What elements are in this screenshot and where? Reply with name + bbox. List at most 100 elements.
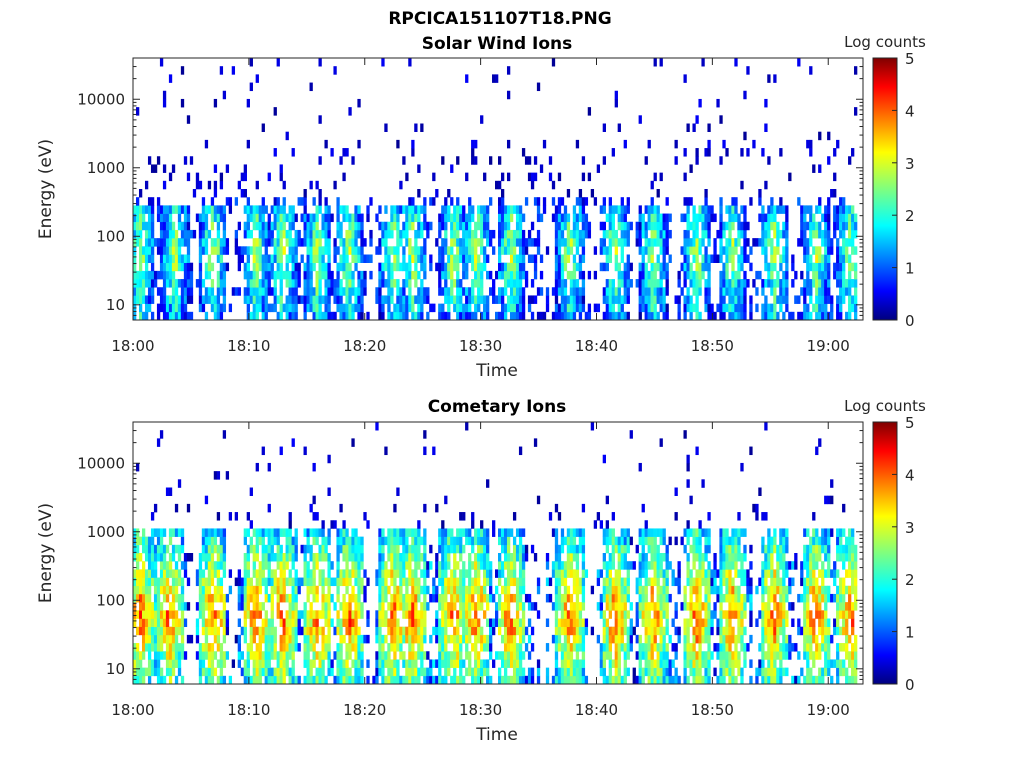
heatmap-cell <box>316 238 319 246</box>
heatmap-cell <box>214 238 217 246</box>
heatmap-cell <box>357 537 360 545</box>
heatmap-cell <box>528 304 531 312</box>
heatmap-cell <box>145 205 148 213</box>
heatmap-cell <box>396 676 399 684</box>
heatmap-cell <box>426 668 429 676</box>
heatmap-cell <box>172 164 175 172</box>
heatmap-cell <box>663 263 666 271</box>
heatmap-cell <box>202 545 205 553</box>
heatmap-cell <box>707 230 710 238</box>
heatmap-cell <box>286 619 289 627</box>
heatmap-cell <box>842 295 845 303</box>
heatmap-cell <box>366 619 369 627</box>
heatmap-cell <box>292 246 295 254</box>
heatmap-cell <box>615 676 618 684</box>
heatmap-cell <box>725 287 728 295</box>
heatmap-cell <box>354 602 357 610</box>
heatmap-cell <box>444 496 447 504</box>
heatmap-cell <box>591 586 594 594</box>
heatmap-cell <box>217 528 220 536</box>
heatmap-cell <box>564 255 567 263</box>
heatmap-cell <box>148 643 151 651</box>
heatmap-cell <box>824 287 827 295</box>
heatmap-cell <box>423 246 426 254</box>
heatmap-cell <box>417 222 420 230</box>
heatmap-cell <box>399 263 402 271</box>
heatmap-cell <box>259 295 262 303</box>
heatmap-cell <box>256 279 259 287</box>
heatmap-cell <box>342 271 345 279</box>
heatmap-cell <box>683 295 686 303</box>
heatmap-cell <box>414 545 417 553</box>
heatmap-cell <box>770 263 773 271</box>
heatmap-cell <box>211 304 214 312</box>
heatmap-cell <box>615 99 618 107</box>
heatmap-cell <box>324 271 327 279</box>
heatmap-cell <box>280 545 283 553</box>
heatmap-cell <box>555 205 558 213</box>
heatmap-cell <box>609 676 612 684</box>
heatmap-cell <box>471 230 474 238</box>
heatmap-cell <box>265 651 268 659</box>
heatmap-cell <box>208 569 211 577</box>
heatmap-cell <box>208 545 211 553</box>
heatmap-cell <box>618 561 621 569</box>
heatmap-cell <box>157 659 160 667</box>
heatmap-cell <box>247 271 250 279</box>
heatmap-cell <box>157 619 160 627</box>
heatmap-cell <box>764 214 767 222</box>
heatmap-cell <box>163 676 166 684</box>
heatmap-cell <box>360 246 363 254</box>
heatmap-cell <box>286 279 289 287</box>
heatmap-cell <box>417 627 420 635</box>
spectrogram-cells <box>133 422 857 684</box>
heatmap-cell <box>477 594 480 602</box>
heatmap-cell <box>818 164 821 172</box>
heatmap-cell <box>163 594 166 602</box>
heatmap-cell <box>339 545 342 553</box>
heatmap-cell <box>728 222 731 230</box>
heatmap-cell <box>327 205 330 213</box>
heatmap-cell <box>381 578 384 586</box>
heatmap-cell <box>504 659 507 667</box>
heatmap-cell <box>357 140 360 148</box>
heatmap-cell <box>570 569 573 577</box>
heatmap-cell <box>411 668 414 676</box>
heatmap-cell <box>324 610 327 618</box>
heatmap-cell <box>214 627 217 635</box>
heatmap-cell <box>321 651 324 659</box>
heatmap-cell <box>327 635 330 643</box>
heatmap-cell <box>603 668 606 676</box>
heatmap-cell <box>387 528 390 536</box>
heatmap-cell <box>618 553 621 561</box>
heatmap-cell <box>160 619 163 627</box>
heatmap-cell <box>657 668 660 676</box>
heatmap-cell <box>534 156 537 164</box>
heatmap-cell <box>151 668 154 676</box>
heatmap-cell <box>142 578 145 586</box>
heatmap-cell <box>501 263 504 271</box>
heatmap-cell <box>384 594 387 602</box>
heatmap-cell <box>175 287 178 295</box>
heatmap-cell <box>268 271 271 279</box>
heatmap-cell <box>318 545 321 553</box>
heatmap-cell <box>576 619 579 627</box>
heatmap-cell <box>621 537 624 545</box>
heatmap-cell <box>836 295 839 303</box>
heatmap-cell <box>339 279 342 287</box>
heatmap-cell <box>468 295 471 303</box>
heatmap-cell <box>510 255 513 263</box>
heatmap-cell <box>645 520 648 528</box>
heatmap-cell <box>414 238 417 246</box>
heatmap-cell <box>450 586 453 594</box>
heatmap-cell <box>256 545 259 553</box>
heatmap-cell <box>244 246 247 254</box>
heatmap-cell <box>471 668 474 676</box>
heatmap-cell <box>764 304 767 312</box>
heatmap-cell <box>327 279 330 287</box>
heatmap-cell <box>244 676 247 684</box>
heatmap-cell <box>244 610 247 618</box>
